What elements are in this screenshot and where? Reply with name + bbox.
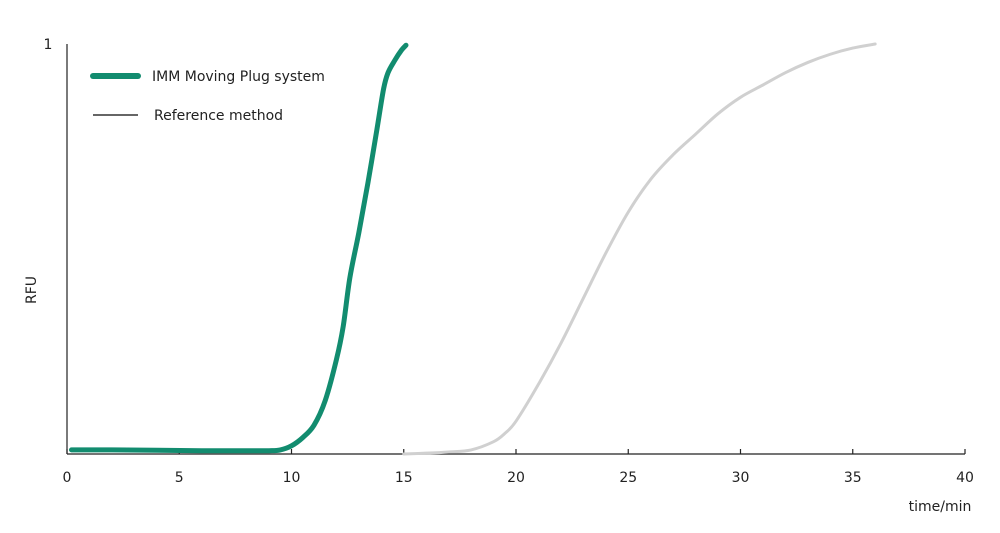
y-tick-label: 1 bbox=[44, 37, 53, 53]
x-tick-label: 15 bbox=[395, 470, 413, 486]
legend-label-reference: Reference method bbox=[154, 108, 283, 124]
x-tick-label: 20 bbox=[507, 470, 525, 486]
x-tick-label: 10 bbox=[283, 470, 301, 486]
x-tick-label: 40 bbox=[956, 470, 974, 486]
series-line-imm-moving-plug bbox=[68, 42, 409, 454]
x-axis-ticks: 0 5 10 15 20 25 30 35 40 bbox=[63, 449, 974, 486]
y-axis-label: RFU bbox=[24, 276, 40, 304]
series-layer bbox=[68, 42, 877, 456]
x-tick-label: 35 bbox=[844, 470, 862, 486]
legend: IMM Moving Plug system Reference method bbox=[90, 69, 325, 124]
y-axis-ticks: 1 bbox=[44, 37, 53, 53]
x-tick-label: 0 bbox=[63, 470, 72, 486]
x-tick-label: 25 bbox=[619, 470, 637, 486]
x-axis-label: time/min bbox=[909, 499, 972, 515]
x-tick-label: 5 bbox=[175, 470, 184, 486]
legend-label-imm: IMM Moving Plug system bbox=[152, 69, 325, 85]
series-line-reference-method bbox=[402, 42, 877, 456]
x-tick-label: 30 bbox=[732, 470, 750, 486]
